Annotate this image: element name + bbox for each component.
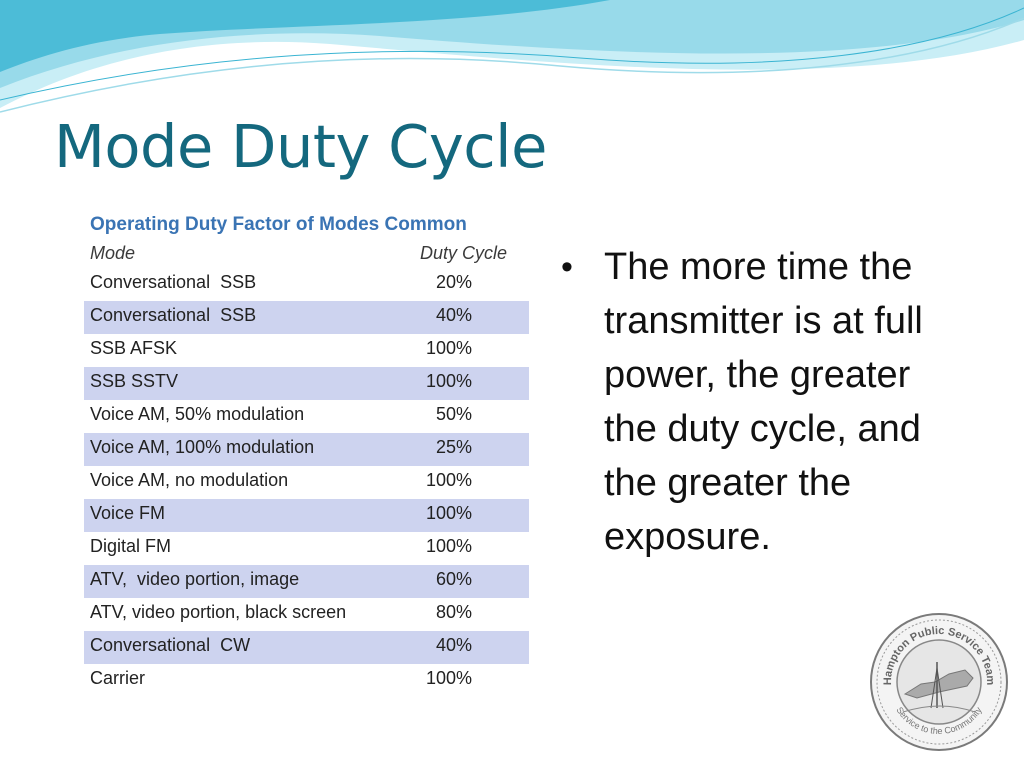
duty-cycle-cell: 80% — [435, 602, 472, 622]
duty-factor-table: Operating Duty Factor of Modes Common Mo… — [84, 208, 529, 696]
table-row: SSB SSTV 100% — [84, 367, 529, 400]
slide-title: Mode Duty Cycle — [54, 112, 547, 181]
table-row: Conversational CW 40% — [84, 631, 529, 664]
table-row: Voice FM 100% — [84, 499, 529, 532]
column-header-duty-cycle: Duty Cycle — [420, 243, 508, 263]
duty-cycle-cell: 100% — [425, 470, 472, 490]
mode-cell: Digital FM — [90, 536, 172, 556]
duty-cycle-cell: 100% — [425, 371, 472, 391]
table-row: Voice AM, 100% modulation 25% — [84, 433, 529, 466]
mode-cell: ATV, video portion, black screen — [90, 602, 347, 622]
bullet-item: • The more time the transmitter is at ful… — [561, 240, 961, 564]
duty-cycle-cell: 40% — [435, 305, 472, 325]
duty-cycle-cell: 20% — [435, 272, 472, 292]
table-caption: Operating Duty Factor of Modes Common — [90, 214, 467, 235]
bullet-text: The more time the transmitter is at full… — [604, 246, 923, 558]
table-row: Voice AM, no modulation 100% — [84, 466, 529, 499]
mode-cell: Conversational CW — [90, 635, 251, 655]
duty-cycle-cell: 60% — [435, 569, 472, 589]
duty-cycle-cell: 100% — [425, 668, 472, 688]
table-row: SSB AFSK 100% — [84, 334, 529, 367]
team-seal-logo: Hampton Public Service Team Service to t… — [870, 613, 1008, 751]
mode-cell: ATV, video portion, image — [90, 569, 300, 589]
header-wave-decoration — [0, 0, 1024, 113]
bullet-list: • The more time the transmitter is at ful… — [561, 240, 961, 564]
table-row: ATV, video portion, black screen 80% — [84, 598, 529, 631]
duty-cycle-cell: 100% — [425, 338, 472, 358]
mode-cell: Carrier — [90, 668, 146, 688]
mode-cell: SSB SSTV — [90, 371, 179, 391]
duty-cycle-cell: 40% — [435, 635, 472, 655]
table-row: ATV, video portion, image 60% — [84, 565, 529, 598]
table-body: Conversational SSB 20% Conversational SSB 4… — [84, 268, 529, 696]
bullet-marker: • — [561, 248, 573, 286]
table-row: Digital FM 100% — [84, 532, 529, 565]
mode-cell: Voice AM, no modulation — [90, 470, 289, 490]
mode-cell: Conversational SSB — [90, 272, 257, 292]
column-header-mode: Mode — [90, 243, 136, 263]
table-row: Conversational SSB 40% — [84, 301, 529, 334]
duty-cycle-cell: 100% — [425, 536, 472, 556]
mode-cell: SSB AFSK — [90, 338, 178, 358]
mode-cell: Voice AM, 100% modulation — [90, 437, 315, 457]
mode-cell: Conversational SSB — [90, 305, 257, 325]
duty-cycle-cell: 50% — [435, 404, 472, 424]
mode-cell: Voice AM, 50% modulation — [90, 404, 305, 424]
table-row: Voice AM, 50% modulation 50% — [84, 400, 529, 433]
duty-cycle-cell: 100% — [425, 503, 472, 523]
table-row: Conversational SSB 20% — [84, 268, 529, 301]
mode-cell: Voice FM — [90, 503, 166, 523]
duty-cycle-cell: 25% — [435, 437, 472, 457]
table-row: Carrier 100% — [84, 664, 529, 696]
